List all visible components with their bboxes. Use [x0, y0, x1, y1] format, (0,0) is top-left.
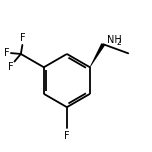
Text: F: F: [4, 48, 9, 58]
Text: NH: NH: [107, 35, 122, 45]
Text: F: F: [64, 131, 70, 141]
Text: F: F: [20, 33, 25, 43]
Polygon shape: [90, 43, 105, 67]
Text: F: F: [8, 62, 13, 72]
Text: 2: 2: [116, 38, 121, 47]
